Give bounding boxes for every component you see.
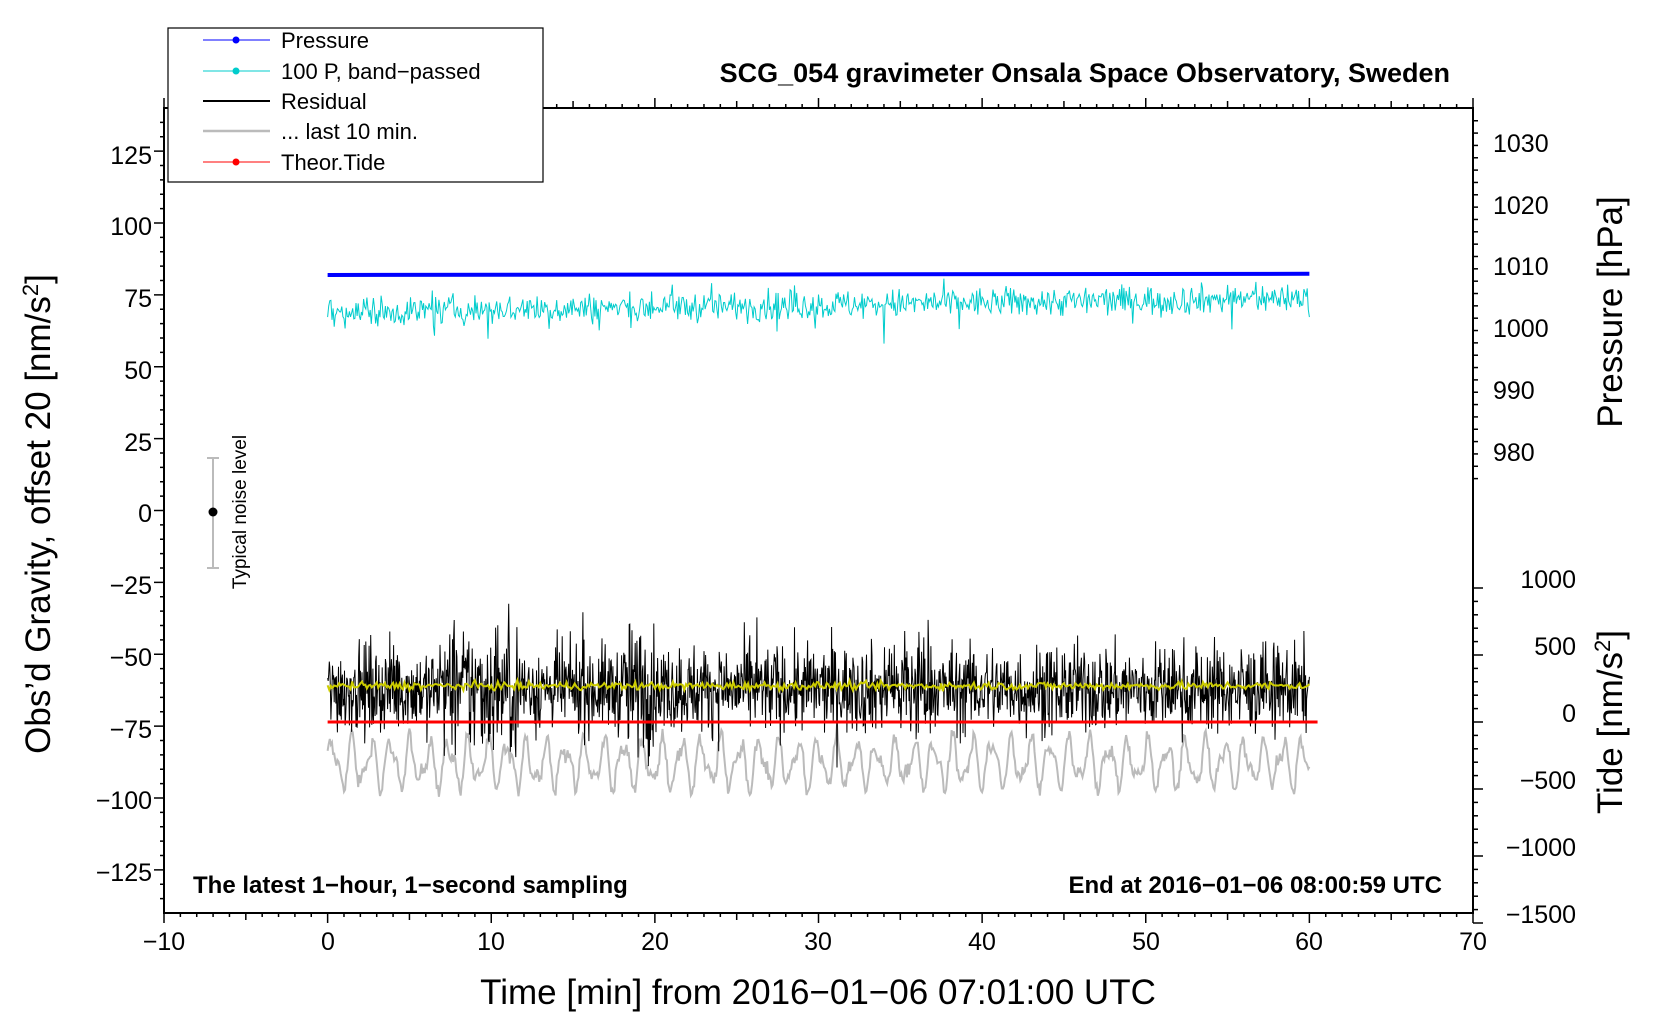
- chart-title: SCG_054 gravimeter Onsala Space Observat…: [720, 58, 1450, 88]
- x-tick-label: 60: [1295, 928, 1323, 956]
- noise-level-indicator: Typical noise level: [207, 435, 251, 589]
- y-left-tick-label: −50: [110, 644, 152, 672]
- annotation-sampling: The latest 1−hour, 1−second sampling: [193, 872, 628, 899]
- y-left-tick-label: 25: [124, 429, 152, 457]
- x-tick-label: 50: [1132, 928, 1160, 956]
- legend: Pressure 100 P, band−passed Residual ...…: [167, 27, 544, 183]
- tide-axis-title-end: ]: [1591, 630, 1630, 640]
- legend-box: [167, 27, 544, 183]
- legend-marker-tide: [232, 158, 240, 166]
- x-tick-labels: −10 0 10 20 30 40 50 60 70: [143, 928, 1487, 956]
- y-left-tick-label: −75: [110, 716, 152, 744]
- y-left-axis-title: Obs’d Gravity, offset 20 [nm/s2]: [18, 274, 58, 754]
- series-last-10-min: [326, 725, 1311, 799]
- tide-axis-title-main: Tide [nm/s: [1591, 652, 1630, 814]
- legend-label-pressure: Pressure: [281, 28, 369, 53]
- y-left-axis-title-end: ]: [19, 274, 58, 284]
- tide-tick-label: 1000: [1520, 566, 1576, 594]
- noise-center-dot: [208, 507, 218, 517]
- pressure-tick-label: 1020: [1493, 192, 1549, 220]
- series-bandpassed-pressure: [327, 278, 1310, 344]
- pressure-tick-label: 1000: [1493, 315, 1549, 343]
- x-tick-label: −10: [143, 928, 185, 956]
- y-left-tick-label: −25: [110, 572, 152, 600]
- x-tick-label: 30: [804, 928, 832, 956]
- tide-tick-labels: 1000 500 0 −500 −1000 −1500: [1506, 566, 1576, 929]
- y-left-tick-label: −125: [96, 859, 152, 887]
- tide-tick-label: −1500: [1506, 901, 1576, 929]
- legend-label-last10: ... last 10 min.: [281, 119, 418, 144]
- x-tick-label: 20: [641, 928, 669, 956]
- legend-label-bandpassed: 100 P, band−passed: [281, 59, 481, 84]
- y-left-tick-label: 125: [110, 142, 152, 170]
- x-tick-label: 10: [477, 928, 505, 956]
- x-tick-label: 0: [321, 928, 335, 956]
- tide-tick-label: 0: [1562, 700, 1576, 728]
- series-pressure: [327, 271, 1310, 277]
- tide-axis-title: Tide [nm/s2]: [1590, 630, 1630, 814]
- tide-tick-label: 500: [1534, 633, 1576, 661]
- x-tick-label: 70: [1459, 928, 1487, 956]
- data-traces: [326, 271, 1318, 799]
- series-residual: [327, 603, 1310, 768]
- pressure-tick-label: 1010: [1493, 253, 1549, 281]
- y-left-axis-title-main: Obs’d Gravity, offset 20 [nm/s: [19, 296, 58, 754]
- y-left-tick-label: 100: [110, 213, 152, 241]
- tide-axis-title-sup: 2: [1590, 640, 1615, 652]
- pressure-axis-title: Pressure [hPa]: [1591, 196, 1630, 428]
- legend-marker-bandpassed: [232, 67, 240, 75]
- legend-label-tide: Theor.Tide: [281, 150, 385, 175]
- y-left-tick-label: −100: [96, 787, 152, 815]
- y-left-tick-labels: 125 100 75 50 25 0 −25 −50 −75 −100 −125: [96, 142, 152, 887]
- y-left-tick-label: 75: [124, 285, 152, 313]
- x-axis-title: Time [min] from 2016−01−06 07:01:00 UTC: [480, 973, 1156, 1012]
- x-tick-label: 40: [968, 928, 996, 956]
- pressure-tick-label: 1030: [1493, 130, 1549, 158]
- pressure-tick-label: 990: [1493, 377, 1535, 405]
- tide-tick-label: −500: [1520, 767, 1576, 795]
- legend-marker-pressure: [232, 36, 240, 44]
- plot-frame: [163, 107, 1474, 914]
- noise-level-label: Typical noise level: [230, 435, 251, 589]
- y-left-tick-label: 50: [124, 357, 152, 385]
- y-left-tick-label: 0: [138, 500, 152, 528]
- axis-ticks: [154, 98, 1483, 924]
- annotation-end-time: End at 2016−01−06 08:00:59 UTC: [1068, 872, 1442, 899]
- pressure-tick-labels: 1030 1020 1010 1000 990 980: [1493, 130, 1549, 467]
- legend-label-residual: Residual: [281, 89, 367, 114]
- pressure-tick-label: 980: [1493, 439, 1535, 467]
- series-residual-smoothed: [326, 676, 1311, 694]
- y-left-axis-title-sup: 2: [18, 284, 43, 296]
- tide-tick-label: −1000: [1506, 834, 1576, 862]
